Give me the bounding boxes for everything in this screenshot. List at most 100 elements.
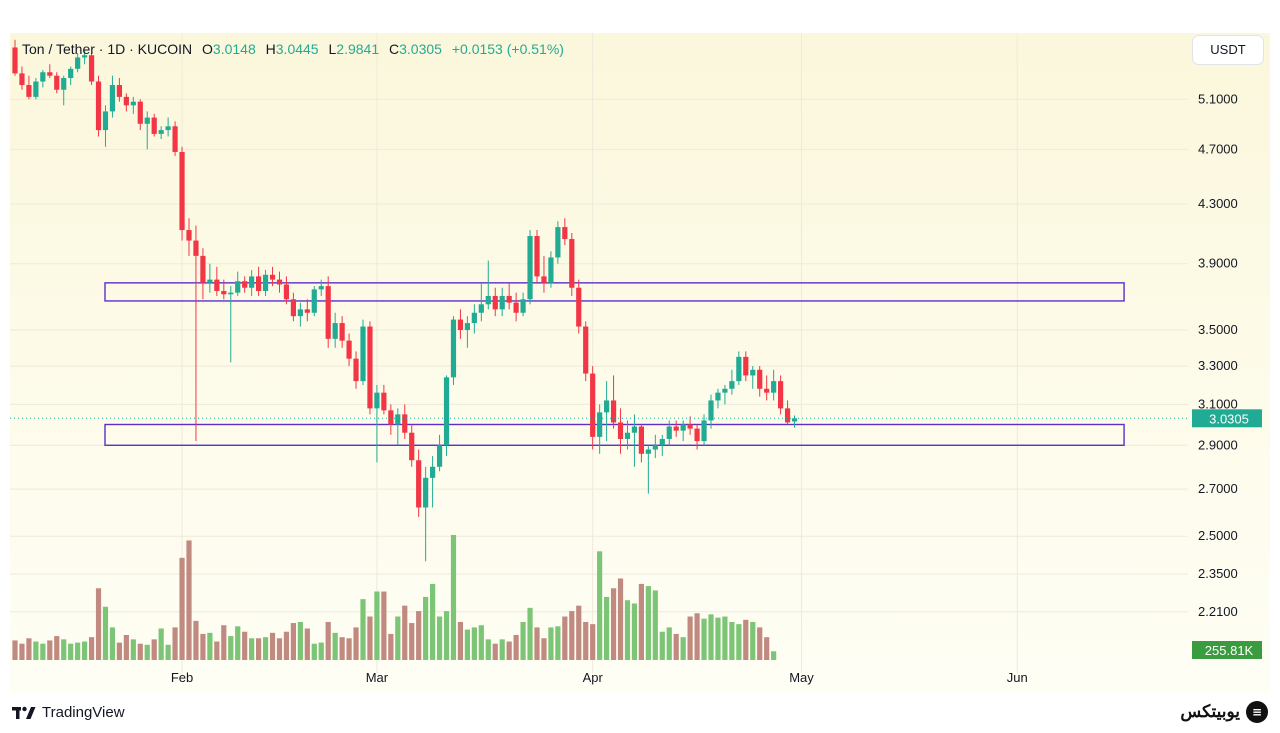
last-price-badge bbox=[1192, 409, 1262, 428]
candle-body bbox=[54, 75, 60, 90]
volume-bar bbox=[764, 637, 770, 660]
volume-bar bbox=[360, 599, 366, 660]
volume-bar bbox=[221, 625, 227, 660]
candle-body bbox=[743, 356, 749, 376]
candle-body bbox=[534, 236, 540, 277]
tradingview-icon bbox=[12, 706, 36, 719]
volume-bar bbox=[485, 639, 491, 660]
candle-body bbox=[666, 426, 672, 439]
volume-bar bbox=[506, 641, 512, 660]
candle-body bbox=[116, 85, 122, 97]
volume-bar bbox=[569, 611, 575, 660]
candle-body bbox=[583, 326, 589, 374]
symbol-title[interactable]: Ton / Tether · 1D · KUCOIN bbox=[22, 41, 193, 57]
candle-body bbox=[750, 369, 756, 376]
volume-bar bbox=[423, 596, 429, 660]
volume-bar bbox=[416, 611, 422, 660]
candle-body bbox=[631, 426, 638, 433]
candle-body bbox=[262, 274, 269, 292]
candle-body bbox=[332, 323, 338, 339]
volume-bar bbox=[722, 616, 728, 660]
volume-bar bbox=[262, 637, 269, 660]
volume-bar bbox=[402, 605, 408, 660]
volume-bar bbox=[318, 642, 324, 660]
candle-body bbox=[47, 72, 53, 76]
candle-body bbox=[242, 281, 248, 288]
volume-bar bbox=[207, 632, 213, 660]
volume-bar bbox=[186, 540, 192, 660]
candle-body bbox=[214, 279, 220, 292]
axes: 5.1000 4.7000 4.3000 3.9000 3.5000 3.3000 3.10… bbox=[171, 91, 1238, 685]
brand-icon: ≡ bbox=[1246, 701, 1268, 723]
candle-body bbox=[144, 117, 150, 124]
candle-body bbox=[597, 412, 603, 437]
candle-body bbox=[40, 72, 46, 82]
y-tick-label: 3.5000 bbox=[1198, 322, 1238, 337]
candle-body bbox=[360, 326, 366, 382]
symbol-header: Ton / Tether · 1D · KUCOIN O3.0148 H3.04… bbox=[22, 41, 564, 57]
candle-body bbox=[645, 449, 651, 454]
volume-bar bbox=[478, 625, 484, 660]
open-value: 3.0148 bbox=[212, 41, 256, 57]
volume-bar bbox=[701, 618, 707, 660]
candle-body bbox=[228, 292, 234, 295]
volume-bar bbox=[590, 624, 596, 660]
close-label: C bbox=[389, 41, 400, 57]
chart-panel[interactable]: 5.1000 4.7000 4.3000 3.9000 3.5000 3.3000 3.10… bbox=[10, 33, 1270, 693]
candle-body bbox=[722, 388, 728, 393]
candle-body bbox=[624, 432, 631, 439]
candle-body bbox=[771, 381, 777, 393]
candle-body bbox=[95, 81, 102, 131]
volume-bar bbox=[158, 628, 164, 660]
candle-body bbox=[708, 400, 714, 421]
volume-bar bbox=[562, 616, 568, 660]
volume-bar bbox=[395, 616, 401, 660]
volume-bar bbox=[193, 620, 199, 660]
candle-body bbox=[450, 319, 457, 378]
volume-bar bbox=[123, 635, 129, 660]
volume-bar bbox=[256, 638, 262, 660]
volume-bar bbox=[631, 603, 638, 660]
volume-bar bbox=[116, 642, 122, 660]
candle-body bbox=[221, 291, 227, 295]
change-value: +0.0153 (+0.51%) bbox=[451, 41, 564, 57]
candle-body bbox=[68, 68, 74, 79]
candle-body bbox=[395, 414, 401, 425]
brand-logo: یوبیتکس ≡ bbox=[1180, 701, 1268, 723]
candle-body bbox=[130, 101, 136, 106]
volume-bar bbox=[235, 626, 241, 660]
volume-bar bbox=[242, 631, 248, 660]
volume-bar bbox=[597, 551, 603, 660]
candle-body bbox=[200, 255, 206, 283]
volume-bar bbox=[311, 643, 317, 660]
candle-body bbox=[610, 400, 617, 423]
y-tick-label: 4.7000 bbox=[1198, 141, 1238, 156]
price-chart[interactable]: 5.1000 4.7000 4.3000 3.9000 3.5000 3.3000 3.10… bbox=[10, 33, 1270, 693]
volume-bar bbox=[367, 616, 373, 660]
volume-bar bbox=[673, 633, 679, 660]
volume-bar bbox=[214, 641, 220, 660]
candle-body bbox=[638, 426, 644, 454]
candle-body bbox=[569, 239, 575, 288]
volume-bar bbox=[464, 629, 470, 660]
candle-body bbox=[269, 274, 276, 280]
volume-bar bbox=[409, 623, 415, 660]
currency-button[interactable]: USDT bbox=[1193, 36, 1263, 64]
volume-bar bbox=[527, 607, 533, 660]
tradingview-logo[interactable]: TradingView bbox=[12, 704, 125, 721]
volume-bar bbox=[757, 627, 763, 660]
price-zone bbox=[104, 423, 1125, 446]
candle-body bbox=[436, 445, 443, 467]
volume-bar bbox=[645, 586, 651, 660]
candle-body bbox=[290, 299, 296, 317]
volume-bar bbox=[137, 643, 143, 660]
open-label: O bbox=[202, 41, 213, 57]
volume-bar bbox=[374, 591, 380, 660]
volume-bar bbox=[109, 627, 116, 660]
volume-bar bbox=[95, 588, 102, 660]
x-tick-label: May bbox=[789, 670, 814, 685]
candle-body bbox=[673, 426, 679, 431]
candle-body bbox=[172, 126, 178, 152]
candle-body bbox=[311, 289, 317, 313]
candle-body bbox=[179, 151, 185, 231]
